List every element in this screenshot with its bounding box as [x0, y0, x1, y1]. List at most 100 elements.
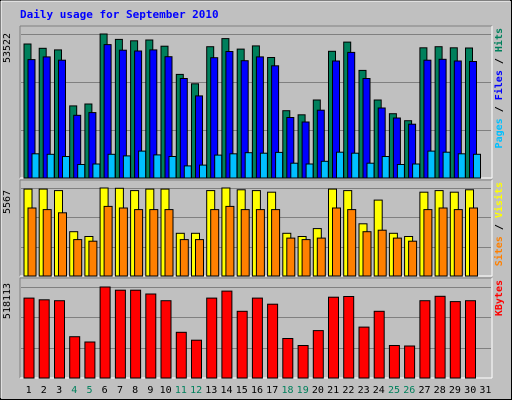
day-label-19: 19: [297, 385, 309, 396]
bar-sites-day-17: [271, 209, 281, 277]
bar-sites-day-15: [240, 209, 250, 277]
bar-sites-day-22: [347, 209, 357, 277]
bar-pages-day-12: [199, 164, 207, 179]
bar-kbytes-day-6: [99, 286, 111, 379]
bar-sites-day-3: [58, 212, 67, 277]
legend-kbytes: KBytes: [494, 280, 505, 316]
day-label-7: 7: [117, 385, 123, 396]
bar-sites-day-20: [316, 237, 326, 277]
bar-pages-day-13: [214, 154, 223, 179]
bar-pages-day-29: [457, 153, 466, 179]
day-label-13: 13: [205, 385, 217, 396]
chart-title: Daily usage for September 2010: [20, 8, 219, 21]
bar-sites-day-24: [377, 229, 387, 277]
day-label-18: 18: [281, 385, 293, 396]
bar-sites-day-18: [286, 237, 296, 277]
bar-kbytes-day-7: [114, 289, 126, 379]
bar-pages-day-23: [366, 162, 375, 179]
bar-kbytes-day-1: [23, 297, 35, 379]
bar-pages-day-9: [153, 154, 162, 179]
day-label-30: 30: [464, 385, 476, 396]
bar-kbytes-day-3: [54, 300, 65, 379]
bar-sites-day-19: [301, 239, 311, 277]
bar-sites-day-5: [88, 240, 98, 277]
day-label-12: 12: [190, 385, 202, 396]
bar-pages-day-25: [396, 164, 405, 179]
day-label-16: 16: [251, 385, 263, 396]
day-label-9: 9: [147, 385, 153, 396]
bar-sites-day-25: [392, 237, 402, 277]
bar-pages-day-1: [31, 153, 40, 179]
bar-kbytes-day-26: [404, 345, 416, 379]
day-label-29: 29: [449, 385, 461, 396]
bar-sites-day-23: [362, 231, 372, 277]
bar-sites-day-28: [438, 207, 448, 277]
bar-pages-day-3: [62, 156, 70, 179]
bar-kbytes-day-9: [145, 293, 157, 379]
bar-kbytes-day-12: [191, 339, 202, 379]
bar-kbytes-day-29: [449, 301, 461, 379]
day-label-24: 24: [373, 385, 385, 396]
day-label-27: 27: [418, 385, 430, 396]
bar-sites-day-21: [332, 207, 341, 277]
day-label-5: 5: [86, 385, 92, 396]
bar-kbytes-day-19: [297, 345, 309, 379]
day-label-3: 3: [56, 385, 62, 396]
bar-sites-day-6: [103, 205, 113, 277]
day-label-1: 1: [26, 385, 32, 396]
panel-1-legend: Pages / Files / Hits: [493, 28, 505, 148]
legend-separator: /: [494, 218, 505, 236]
bar-pages-day-6: [107, 153, 116, 179]
day-label-10: 10: [160, 385, 172, 396]
bar-sites-day-4: [73, 239, 83, 277]
bar-kbytes-day-17: [267, 303, 279, 379]
day-label-2: 2: [41, 385, 47, 396]
bar-sites-day-13: [210, 209, 220, 277]
bar-pages-day-16: [259, 152, 268, 179]
bar-sites-day-27: [423, 209, 433, 277]
bar-sites-day-8: [134, 209, 144, 277]
panel-1-max-label: 53522: [2, 33, 13, 63]
bar-kbytes-day-16: [251, 297, 263, 379]
day-label-11: 11: [175, 385, 187, 396]
bar-sites-day-7: [118, 207, 128, 277]
panel-2-legend: Sites / Visits: [493, 182, 505, 266]
bar-sites-day-11: [179, 239, 189, 277]
legend-separator: /: [494, 100, 505, 118]
bar-kbytes-day-23: [358, 326, 370, 379]
bar-kbytes-day-27: [419, 300, 431, 379]
bar-pages-day-17: [275, 151, 284, 179]
bar-kbytes-day-15: [236, 310, 248, 379]
day-label-4: 4: [71, 385, 77, 396]
bar-sites-day-9: [149, 209, 159, 277]
bar-sites-day-1: [27, 207, 37, 277]
bar-sites-day-16: [255, 209, 265, 277]
bar-kbytes-day-14: [221, 290, 233, 379]
bar-kbytes-day-10: [160, 300, 172, 379]
bar-pages-day-28: [442, 151, 451, 179]
bar-pages-day-26: [412, 163, 421, 179]
bar-kbytes-day-21: [328, 296, 339, 379]
bar-kbytes-day-18: [282, 338, 294, 379]
day-label-6: 6: [102, 385, 108, 396]
panel-3-legend: KBytes: [494, 280, 505, 316]
bar-kbytes-day-11: [175, 331, 187, 379]
day-label-15: 15: [236, 385, 248, 396]
bar-pages-day-5: [92, 163, 101, 179]
legend-sites: Sites: [493, 236, 505, 266]
bar-pages-day-7: [122, 155, 131, 179]
bar-kbytes-day-13: [206, 297, 218, 379]
bar-kbytes-day-20: [312, 330, 324, 379]
bar-kbytes-day-30: [465, 300, 476, 379]
legend-hits: Hits: [493, 28, 505, 52]
bar-sites-day-29: [453, 209, 463, 277]
bar-kbytes-day-5: [84, 341, 96, 379]
legend-separator: /: [494, 52, 505, 70]
bar-pages-day-18: [290, 162, 299, 179]
bar-kbytes-day-22: [343, 296, 355, 379]
legend-files: Files: [493, 70, 505, 100]
bar-pages-day-21: [336, 151, 344, 179]
bar-pages-day-22: [351, 152, 360, 179]
